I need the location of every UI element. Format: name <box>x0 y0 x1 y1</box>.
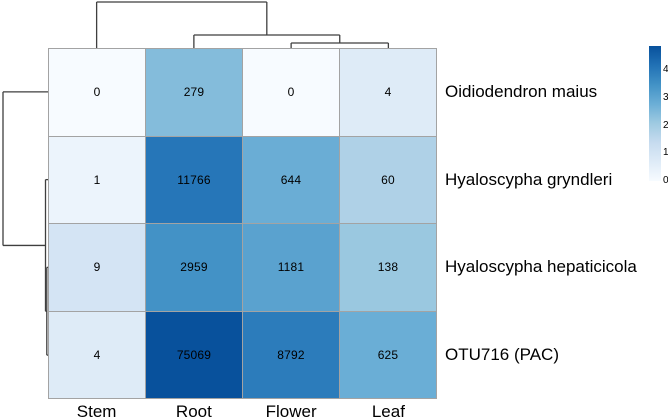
legend-tick-4: 4 <box>663 64 668 76</box>
row-label-otu716-pac-: OTU716 (PAC) <box>445 345 559 365</box>
legend-gradient-bar <box>649 46 661 181</box>
col-label-flower: Flower <box>265 402 317 419</box>
heatmap-cell-hyaloscypha-hepaticicola-root: 2959 <box>146 224 242 311</box>
heatmap-cell-oidiodendron-maius-root: 279 <box>146 49 242 136</box>
col-label-leaf: Leaf <box>371 402 405 419</box>
legend-tick-1: 1 <box>663 147 668 159</box>
column-dendrogram <box>95 1 390 48</box>
heatmap-cell-otu716-pac--flower: 8792 <box>243 311 339 398</box>
heatmap-cell-hyaloscypha-gryndleri-leaf: 60 <box>340 136 436 223</box>
col-label-root: Root <box>175 402 212 419</box>
row-dendrogram <box>2 91 48 356</box>
heatmap-cell-hyaloscypha-hepaticicola-leaf: 138 <box>340 224 436 311</box>
heatmap-cell-otu716-pac--stem: 4 <box>49 311 145 398</box>
heatmap-cell-hyaloscypha-gryndleri-stem: 1 <box>49 136 145 223</box>
heatmap-cell-hyaloscypha-gryndleri-flower: 644 <box>243 136 339 223</box>
row-label-hyaloscypha-hepaticicola: Hyaloscypha hepaticicola <box>445 257 637 277</box>
heatmap-cell-hyaloscypha-hepaticicola-stem: 9 <box>49 224 145 311</box>
heatmap-cell-hyaloscypha-hepaticicola-flower: 1181 <box>243 224 339 311</box>
row-label-hyaloscypha-gryndleri: Hyaloscypha gryndleri <box>445 169 613 189</box>
col-label-stem: Stem <box>76 402 117 419</box>
heatmap-cell-otu716-pac--leaf: 625 <box>340 311 436 398</box>
legend-tick-0: 0 <box>663 175 668 186</box>
legend-tick-2: 2 <box>663 119 668 131</box>
legend-tick-3: 3 <box>663 92 668 103</box>
heatmap-cell-oidiodendron-maius-flower: 0 <box>243 49 339 136</box>
heatmap-cell-oidiodendron-maius-stem: 0 <box>49 49 145 136</box>
heatmap-grid: 0 279 0 4 1 11766 644 60 9 2959 1181 138 4 75069 8792 6… <box>48 48 437 399</box>
heatmap-cell-otu716-pac--root: 75069 <box>146 311 242 398</box>
heatmap-cell-oidiodendron-maius-leaf: 4 <box>340 49 436 136</box>
row-label-oidiodendron-maius: Oidiodendron maius <box>445 81 598 101</box>
heatmap-cell-hyaloscypha-gryndleri-root: 11766 <box>146 136 242 223</box>
